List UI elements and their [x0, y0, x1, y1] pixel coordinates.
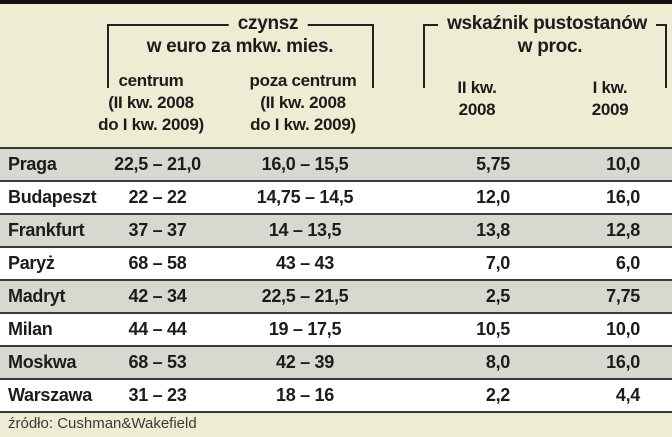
column-header-centrum: centrum (II kw. 2008 do I kw. 2009): [98, 70, 204, 136]
column-header-poza-centrum-line3: do I kw. 2009): [250, 115, 356, 134]
source-credit: źródło: Cushman&Wakefield: [8, 415, 197, 432]
column-header-centrum-line3: do I kw. 2009): [98, 115, 204, 134]
vacancy-bracket-left-tick: [423, 24, 425, 88]
centrum-cell: 68 – 58: [128, 253, 187, 273]
column-header-poza-centrum-line1: poza centrum: [249, 71, 357, 90]
column-header-poza-centrum: poza centrum (II kw. 2008 do I kw. 2009): [250, 70, 357, 136]
vacancy-group-subtitle: w proc.: [517, 36, 583, 57]
q1-2009-cell: 4,4: [615, 385, 640, 405]
q1-2009-cell: 10,0: [606, 154, 640, 174]
column-header-q1-2009: I kw. 2009: [592, 77, 629, 121]
column-header-q1-2009-line2: 2009: [591, 100, 629, 119]
vacancy-bracket-right-tick: [665, 24, 667, 88]
q1-2009-cell: 6,0: [615, 253, 640, 273]
poza-centrum-cell: 22,5 – 21,5: [261, 286, 349, 306]
data-table: Praga 22,5 – 21,0 16,0 – 15,5 5,75 10,0 …: [0, 147, 672, 413]
q2-2008-cell: 7,0: [485, 253, 510, 273]
centrum-cell: 44 – 44: [128, 319, 187, 339]
q2-2008-cell: 8,0: [485, 352, 510, 372]
column-header-q1-2009-line1: I kw.: [592, 78, 628, 97]
rent-group-title: czynsz: [228, 13, 308, 35]
table-row-budapeszt: Budapeszt 22 – 22 14,75 – 14,5 12,0 16,0: [0, 180, 672, 213]
poza-centrum-cell: 18 – 16: [276, 385, 334, 405]
q1-2009-cell: 12,8: [606, 220, 640, 240]
q1-2009-cell: 16,0: [606, 187, 640, 207]
poza-centrum-cell: 19 – 17,5: [268, 319, 342, 339]
table-row-paryz: Paryż 68 – 58 43 – 43 7,0 6,0: [0, 246, 672, 279]
q1-2009-cell: 10,0: [606, 319, 640, 339]
poza-centrum-cell: 16,0 – 15,5: [261, 154, 349, 174]
city-cell: Milan: [8, 319, 53, 339]
city-cell: Madryt: [8, 286, 66, 306]
column-header-q2-2008: II kw. 2008: [457, 77, 496, 121]
q2-2008-cell: 12,0: [476, 187, 510, 207]
table-row-praga: Praga 22,5 – 21,0 16,0 – 15,5 5,75 10,0: [0, 147, 672, 180]
table-row-madryt: Madryt 42 – 34 22,5 – 21,5 2,5 7,75: [0, 279, 672, 312]
city-cell: Paryż: [8, 253, 55, 273]
city-cell: Moskwa: [8, 352, 77, 372]
q1-2009-cell: 16,0: [606, 352, 640, 372]
centrum-cell: 31 – 23: [128, 385, 187, 405]
column-header-centrum-line1: centrum: [118, 71, 184, 90]
q2-2008-cell: 10,5: [476, 319, 510, 339]
table-row-milan: Milan 44 – 44 19 – 17,5 10,5 10,0: [0, 312, 672, 345]
centrum-cell: 42 – 34: [128, 286, 187, 306]
city-cell: Budapeszt: [8, 187, 97, 207]
poza-centrum-cell: 14 – 13,5: [268, 220, 342, 240]
poza-centrum-cell: 43 – 43: [276, 253, 334, 273]
table-row-warszawa: Warszawa 31 – 23 18 – 16 2,2 4,4: [0, 378, 672, 413]
q2-2008-cell: 2,2: [485, 385, 510, 405]
column-header-q2-2008-line1: II kw.: [457, 78, 497, 97]
q2-2008-cell: 5,75: [476, 154, 510, 174]
top-rule-bar: [0, 0, 672, 4]
column-header-poza-centrum-line2: (II kw. 2008: [260, 93, 346, 112]
column-header-centrum-line2: (II kw. 2008: [108, 93, 194, 112]
centrum-cell: 22 – 22: [128, 187, 187, 207]
centrum-cell: 37 – 37: [128, 220, 187, 240]
poza-centrum-cell: 42 – 39: [276, 352, 334, 372]
centrum-cell: 22,5 – 21,0: [114, 154, 201, 174]
q1-2009-cell: 7,75: [606, 286, 640, 306]
poza-centrum-cell: 14,75 – 14,5: [256, 187, 354, 207]
city-cell: Frankfurt: [8, 220, 85, 240]
rent-group-subtitle: w euro za mkw. mies.: [146, 36, 334, 57]
centrum-cell: 68 – 53: [128, 352, 187, 372]
city-cell: Praga: [8, 154, 57, 174]
column-header-q2-2008-line2: 2008: [458, 100, 496, 119]
table-row-moskwa: Moskwa 68 – 53 42 – 39 8,0 16,0: [0, 345, 672, 378]
city-cell: Warszawa: [8, 385, 92, 405]
q2-2008-cell: 2,5: [485, 286, 510, 306]
q2-2008-cell: 13,8: [476, 220, 510, 240]
rent-bracket-left-tick: [107, 24, 109, 88]
vacancy-group-title: wskaźnik pustostanów: [438, 13, 656, 35]
rent-bracket-right-tick: [372, 24, 374, 88]
table-row-frankfurt: Frankfurt 37 – 37 14 – 13,5 13,8 12,8: [0, 213, 672, 246]
